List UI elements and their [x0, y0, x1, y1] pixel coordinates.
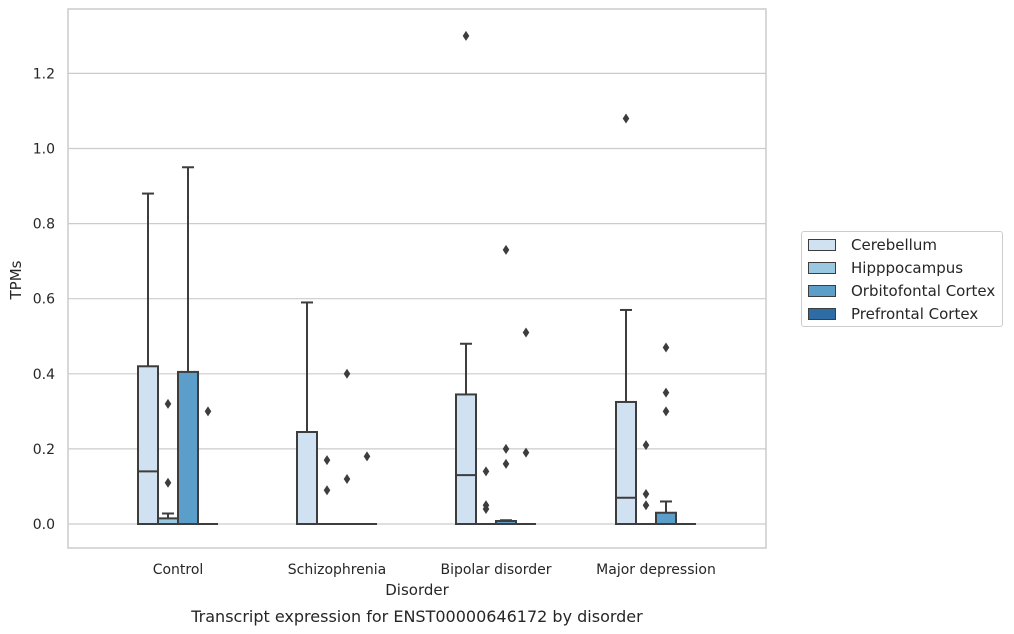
outlier-point: [502, 244, 510, 255]
box-0-3: [615, 113, 637, 525]
box-2-2: [495, 244, 517, 525]
legend-swatch-hippocampus: [808, 262, 836, 274]
box-body: [655, 511, 677, 525]
box-0-0: [137, 192, 159, 526]
outlier-point: [164, 477, 172, 488]
legend-swatch-prefrontal: [808, 308, 836, 320]
outlier-point: [204, 406, 212, 417]
outlier-point: [522, 447, 530, 458]
legend-swatch-cerebellum: [808, 239, 836, 251]
box-body: [455, 393, 477, 526]
y-tick-label: 1.2: [33, 66, 55, 82]
outlier-point: [363, 451, 371, 462]
box-body: [615, 400, 637, 525]
outlier-point: [662, 342, 670, 353]
y-tick-label: 0.6: [33, 292, 55, 308]
outlier-point: [343, 368, 351, 379]
y-tick-label: 0.2: [33, 442, 55, 458]
outlier-point: [164, 398, 172, 409]
x-tick-label: Major depression: [596, 562, 716, 578]
x-tick-label: Schizophrenia: [288, 562, 386, 578]
y-axis-ticks: 0.0 0.2 0.4 0.6 0.8 1.0 1.2: [33, 66, 55, 533]
box-body: [296, 431, 318, 525]
box-3-0: [198, 406, 218, 525]
legend: Cerebellum Hipppocampus Orbitofontal Cor…: [801, 231, 1003, 327]
legend-label-orbitofrontal: Orbitofontal Cortex: [851, 282, 996, 300]
box-body: [137, 365, 159, 526]
grid-lines: [68, 72, 766, 525]
y-tick-label: 0.4: [33, 367, 55, 383]
box-3-1: [357, 451, 377, 525]
legend-item-orbitofrontal: Orbitofontal Cortex: [808, 282, 995, 300]
outlier-point: [662, 387, 670, 398]
outlier-point: [323, 485, 331, 496]
y-tick-label: 1.0: [33, 142, 55, 158]
legend-label-prefrontal: Prefrontal Cortex: [851, 305, 979, 323]
box-0-1: [296, 301, 318, 525]
outlier-point: [462, 30, 470, 41]
outlier-point: [482, 500, 490, 511]
outlier-point: [502, 443, 510, 454]
box-body: [177, 370, 199, 525]
box-0-2: [455, 30, 477, 526]
box-1-0: [157, 398, 179, 525]
legend-label-cerebellum: Cerebellum: [851, 236, 937, 254]
legend-item-hippocampus: Hipppocampus: [808, 259, 963, 277]
legend-label-hippocampus: Hipppocampus: [851, 259, 964, 277]
chart-caption: Transcript expression for ENST0000064617…: [190, 607, 643, 626]
box-2-0: [177, 166, 199, 525]
outlier-point: [642, 488, 650, 499]
outlier-point: [522, 327, 530, 338]
plot-frame: [67, 8, 767, 549]
legend-swatch-orbitofrontal: [808, 285, 836, 297]
box-3-2: [516, 327, 536, 525]
legend-item-cerebellum: Cerebellum: [808, 236, 937, 254]
outlier-point: [642, 500, 650, 511]
y-tick-label: 0.8: [33, 217, 55, 233]
legend-item-prefrontal: Prefrontal Cortex: [808, 305, 978, 323]
box-2-3: [655, 342, 677, 525]
y-axis-label: TPMs: [7, 260, 25, 300]
x-tick-label: Control: [153, 562, 204, 578]
outlier-point: [642, 440, 650, 451]
box-plots: [137, 30, 696, 526]
outlier-point: [323, 455, 331, 466]
outlier-point: [343, 473, 351, 484]
y-tick-label: 0.0: [33, 517, 55, 533]
box-1-2: [476, 466, 496, 525]
x-tick-label: Bipolar disorder: [440, 562, 551, 578]
outlier-point: [622, 113, 630, 124]
outlier-point: [662, 406, 670, 417]
outlier-point: [482, 466, 490, 477]
outlier-point: [502, 458, 510, 469]
box-1-1: [317, 455, 337, 525]
x-axis-ticks: Control Schizophrenia Bipolar disorder Majo…: [153, 562, 716, 578]
box-2-1: [337, 368, 357, 525]
x-axis-label: Disorder: [385, 581, 449, 599]
box-1-3: [636, 440, 656, 525]
